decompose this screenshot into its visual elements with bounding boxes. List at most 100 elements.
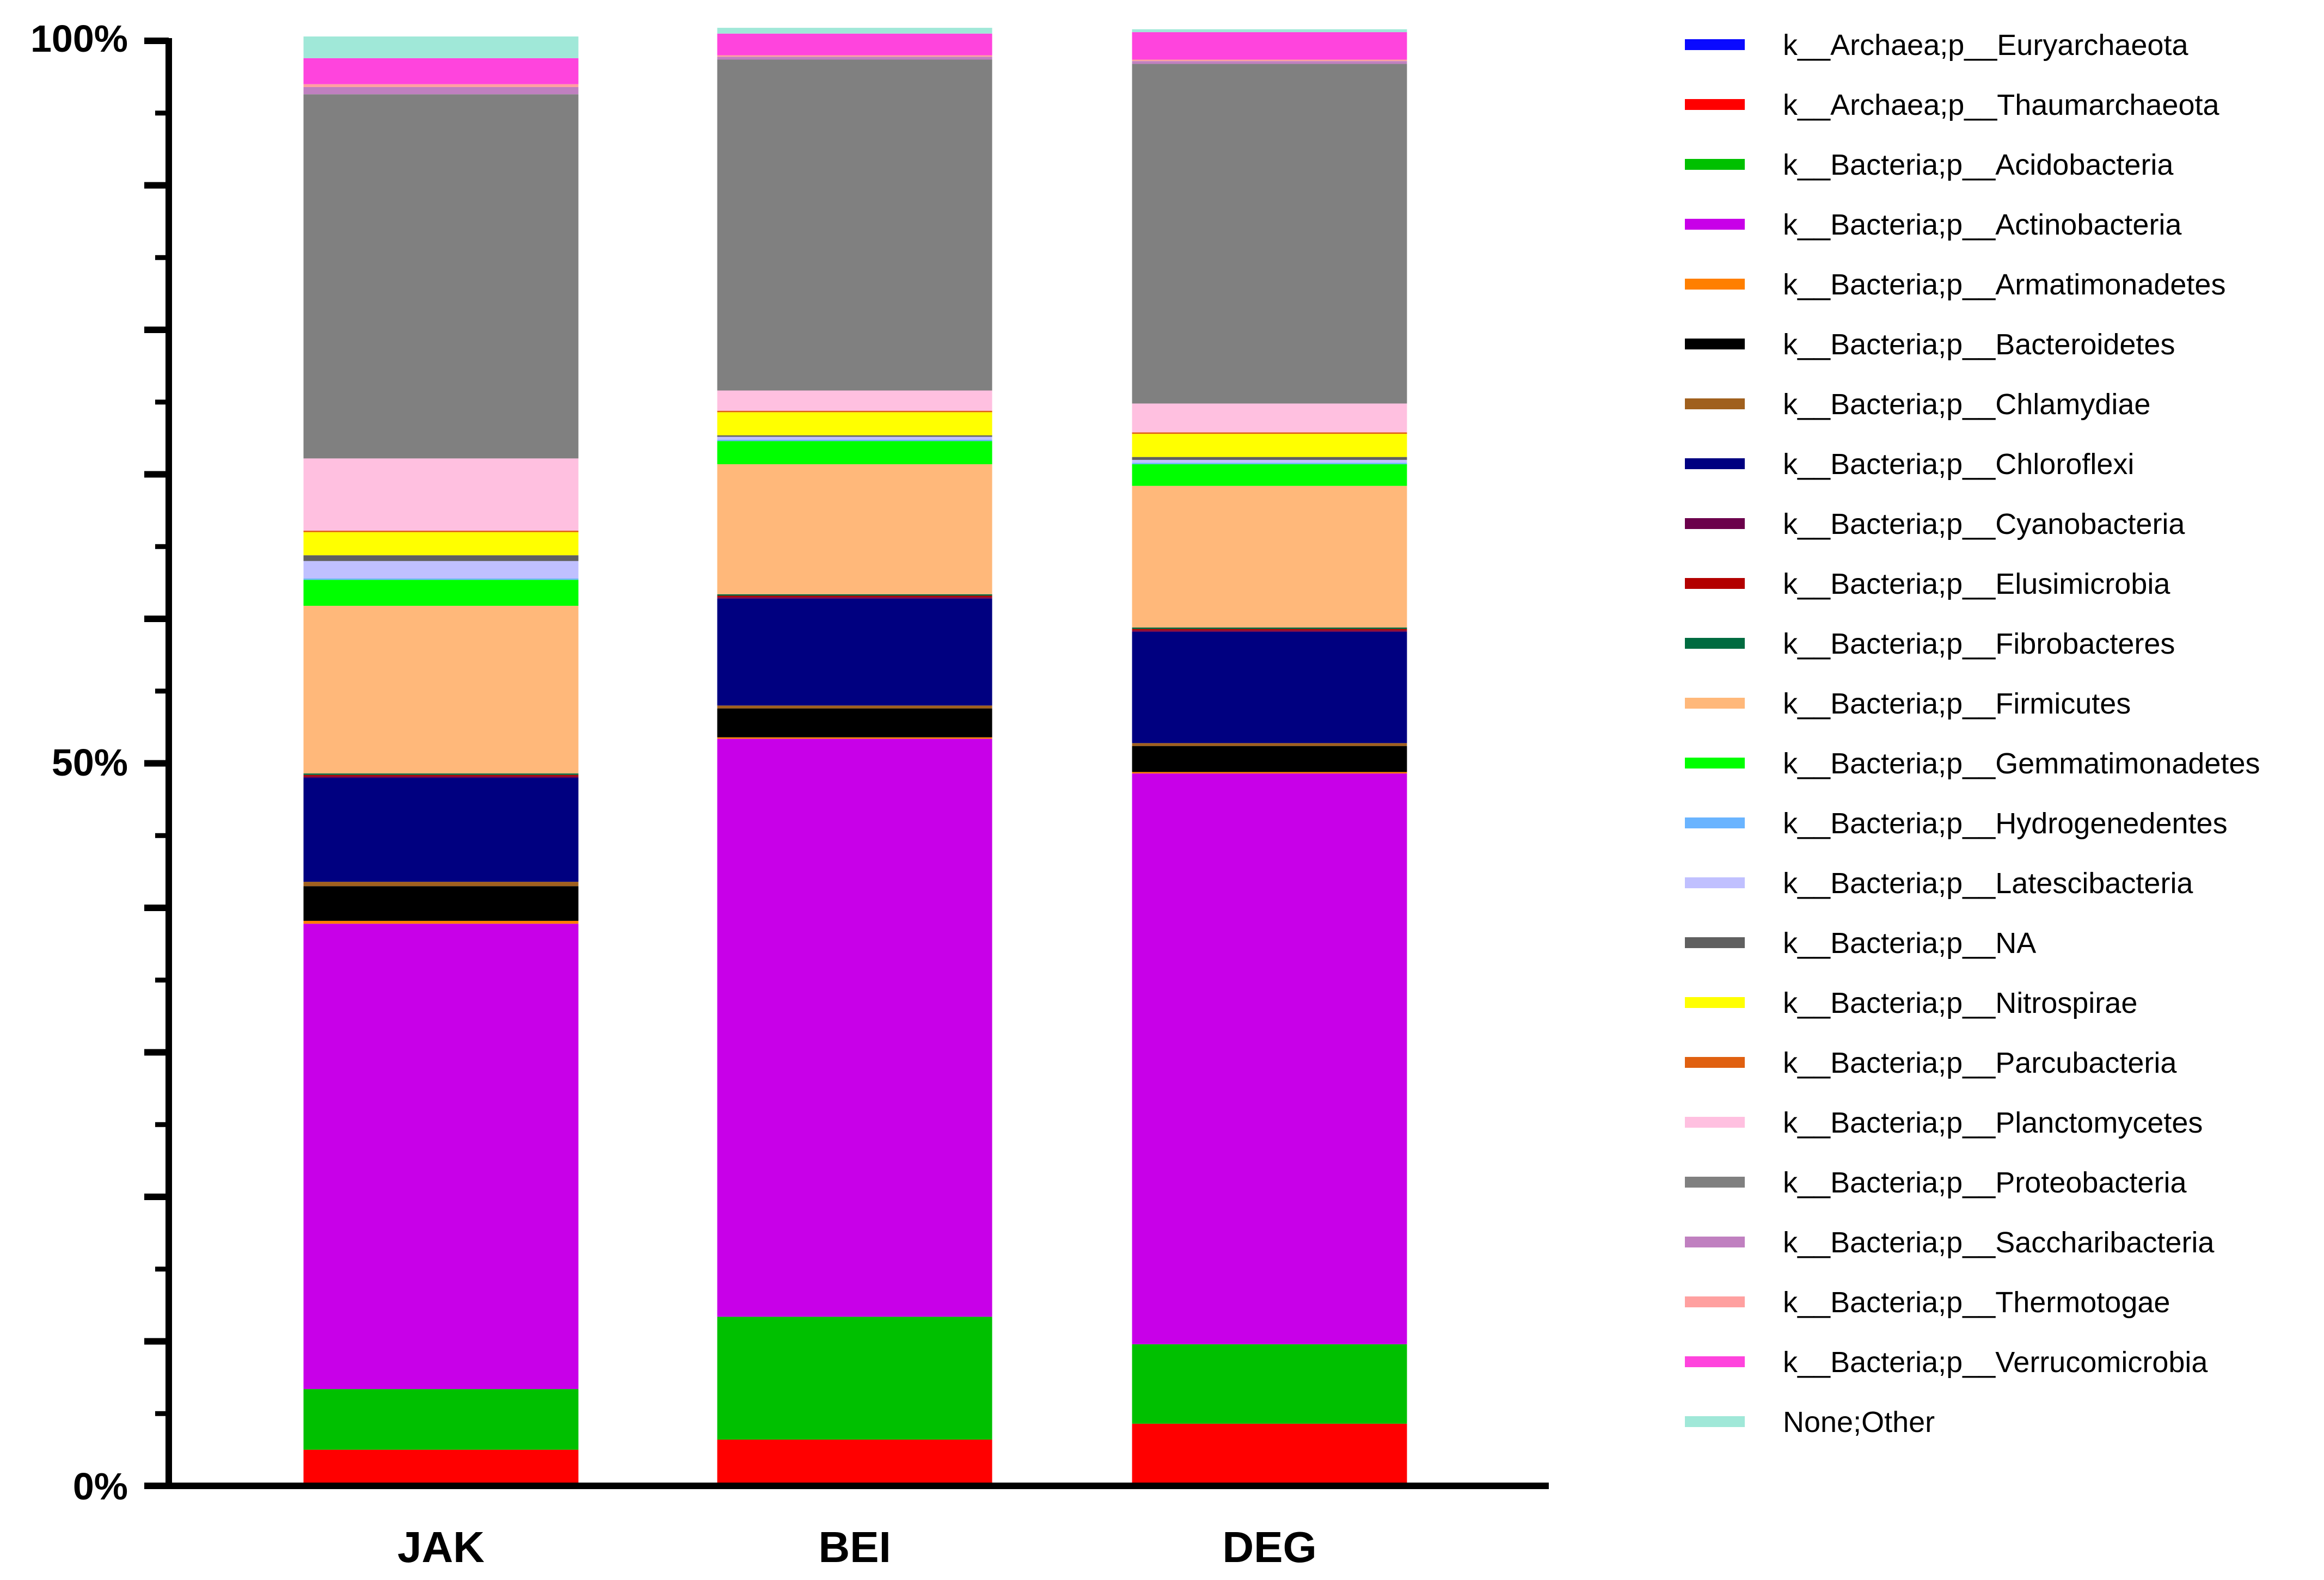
bar-segment-jak-21 bbox=[303, 84, 579, 87]
legend-label-20: k__Bacteria;p__Saccharibacteria bbox=[1783, 1226, 2215, 1259]
legend-label-18: k__Bacteria;p__Planctomycetes bbox=[1783, 1106, 2203, 1139]
bar-segment-bei-21 bbox=[717, 55, 992, 57]
bar-segment-jak-1 bbox=[303, 1449, 579, 1485]
legend-swatch-12 bbox=[1685, 758, 1745, 769]
bar-segment-deg-9 bbox=[1132, 629, 1407, 631]
legend-swatch-23 bbox=[1685, 1416, 1745, 1427]
legend-label-1: k__Archaea;p__Thaumarchaeota bbox=[1783, 89, 2220, 121]
bar-segment-jak-11 bbox=[303, 606, 579, 774]
legend-label-0: k__Archaea;p__Euryarchaeota bbox=[1783, 29, 2188, 62]
bar-segment-deg-16 bbox=[1132, 434, 1407, 457]
legend-label-22: k__Bacteria;p__Verrucomicrobia bbox=[1783, 1346, 2208, 1379]
legend-swatch-17 bbox=[1685, 1057, 1745, 1068]
bar-segment-bei-20 bbox=[717, 57, 992, 60]
bar-segment-deg-17 bbox=[1132, 432, 1407, 434]
bar-segment-jak-23 bbox=[303, 36, 579, 58]
bar-segment-bei-6 bbox=[717, 705, 992, 709]
bar-segment-deg-11 bbox=[1132, 485, 1407, 628]
legend-label-4: k__Bacteria;p__Armatimonadetes bbox=[1783, 268, 2225, 301]
legend-swatch-5 bbox=[1685, 339, 1745, 349]
legend-label-16: k__Bacteria;p__Nitrospirae bbox=[1783, 987, 2137, 1019]
bar-segment-jak-16 bbox=[303, 532, 579, 556]
bar-segment-deg-19 bbox=[1132, 64, 1407, 404]
legend-swatch-16 bbox=[1685, 997, 1745, 1008]
bar-segment-jak-5 bbox=[303, 886, 579, 921]
bar-segment-bei-15 bbox=[717, 435, 992, 437]
bar-segment-jak-12 bbox=[303, 580, 579, 606]
x-label-bei: BEI bbox=[818, 1523, 891, 1571]
legend-label-10: k__Bacteria;p__Fibrobacteres bbox=[1783, 628, 2175, 660]
legend-swatch-2 bbox=[1685, 159, 1745, 170]
bar-segment-bei-9 bbox=[717, 595, 992, 598]
bar-segment-jak-18 bbox=[303, 458, 579, 531]
legend-label-17: k__Bacteria;p__Parcubacteria bbox=[1783, 1047, 2177, 1079]
bar-segment-deg-3 bbox=[1132, 773, 1407, 1344]
bar-segment-bei-8 bbox=[717, 597, 992, 599]
bar-segment-bei-19 bbox=[717, 59, 992, 391]
legend-label-13: k__Bacteria;p__Hydrogenedentes bbox=[1783, 807, 2228, 840]
bar-segment-deg-22 bbox=[1132, 32, 1407, 60]
bar-segment-bei-14 bbox=[717, 437, 992, 440]
legend-swatch-19 bbox=[1685, 1177, 1745, 1188]
bar-segment-bei-1 bbox=[717, 1440, 992, 1485]
legend-swatch-6 bbox=[1685, 398, 1745, 409]
bar-segment-jak-8 bbox=[303, 776, 579, 778]
legend-label-9: k__Bacteria;p__Elusimicrobia bbox=[1783, 568, 2170, 600]
legend-swatch-3 bbox=[1685, 219, 1745, 230]
bar-segment-deg-5 bbox=[1132, 746, 1407, 772]
bar-segment-bei-11 bbox=[717, 464, 992, 594]
legend-swatch-18 bbox=[1685, 1117, 1745, 1128]
bar-segment-bei-13 bbox=[717, 439, 992, 441]
bar-segment-jak-14 bbox=[303, 561, 579, 579]
bar-segment-jak-7 bbox=[303, 778, 579, 882]
legend-label-2: k__Bacteria;p__Acidobacteria bbox=[1783, 149, 2174, 181]
legend-swatch-8 bbox=[1685, 518, 1745, 529]
legend-swatch-21 bbox=[1685, 1296, 1745, 1307]
bar-segment-jak-4 bbox=[303, 920, 579, 924]
legend-swatch-22 bbox=[1685, 1356, 1745, 1367]
legend-label-15: k__Bacteria;p__NA bbox=[1783, 927, 2036, 960]
bar-segment-bei-2 bbox=[717, 1317, 992, 1440]
y-tick-label-100: 100% bbox=[30, 17, 128, 60]
bar-segment-jak-19 bbox=[303, 94, 579, 459]
x-label-deg: DEG bbox=[1222, 1523, 1316, 1571]
bar-segment-deg-14 bbox=[1132, 459, 1407, 463]
bar-segment-bei-12 bbox=[717, 441, 992, 464]
bar-segment-bei-5 bbox=[717, 708, 992, 737]
bar-segment-jak-13 bbox=[303, 578, 579, 580]
bar-segment-bei-4 bbox=[717, 737, 992, 739]
legend: k__Archaea;p__Euryarchaeota k__Archaea;p_… bbox=[1685, 29, 2260, 1438]
x-label-jak: JAK bbox=[397, 1523, 485, 1571]
bar-segment-deg-23 bbox=[1132, 29, 1407, 33]
legend-swatch-15 bbox=[1685, 937, 1745, 948]
bar-segment-jak-6 bbox=[303, 882, 579, 887]
bar-segment-bei-17 bbox=[717, 410, 992, 413]
legend-label-8: k__Bacteria;p__Cyanobacteria bbox=[1783, 508, 2185, 540]
legend-swatch-20 bbox=[1685, 1237, 1745, 1247]
bar-segment-bei-22 bbox=[717, 33, 992, 56]
legend-swatch-4 bbox=[1685, 279, 1745, 290]
bar-segment-jak-22 bbox=[303, 58, 579, 84]
bars-group bbox=[303, 28, 1407, 1486]
bar-segment-bei-10 bbox=[717, 594, 992, 596]
legend-swatch-1 bbox=[1685, 99, 1745, 110]
bar-segment-jak-3 bbox=[303, 924, 579, 1390]
legend-label-3: k__Bacteria;p__Actinobacteria bbox=[1783, 208, 2182, 241]
legend-label-12: k__Bacteria;p__Gemmatimonadetes bbox=[1783, 747, 2260, 780]
bar-segment-jak-9 bbox=[303, 774, 579, 777]
legend-label-7: k__Bacteria;p__Chloroflexi bbox=[1783, 448, 2134, 481]
bar-segment-bei-7 bbox=[717, 598, 992, 706]
bar-segment-deg-12 bbox=[1132, 464, 1407, 486]
legend-label-11: k__Bacteria;p__Firmicutes bbox=[1783, 687, 2131, 720]
bar-segment-deg-13 bbox=[1132, 463, 1407, 464]
legend-swatch-11 bbox=[1685, 698, 1745, 709]
bar-segment-deg-2 bbox=[1132, 1344, 1407, 1424]
bar-segment-deg-18 bbox=[1132, 403, 1407, 433]
y-tick-label-50: 50% bbox=[52, 741, 128, 784]
legend-label-21: k__Bacteria;p__Thermotogae bbox=[1783, 1286, 2170, 1319]
legend-label-19: k__Bacteria;p__Proteobacteria bbox=[1783, 1166, 2187, 1199]
legend-swatch-9 bbox=[1685, 578, 1745, 589]
bar-segment-jak-10 bbox=[303, 773, 579, 775]
bar-segment-deg-7 bbox=[1132, 631, 1407, 743]
